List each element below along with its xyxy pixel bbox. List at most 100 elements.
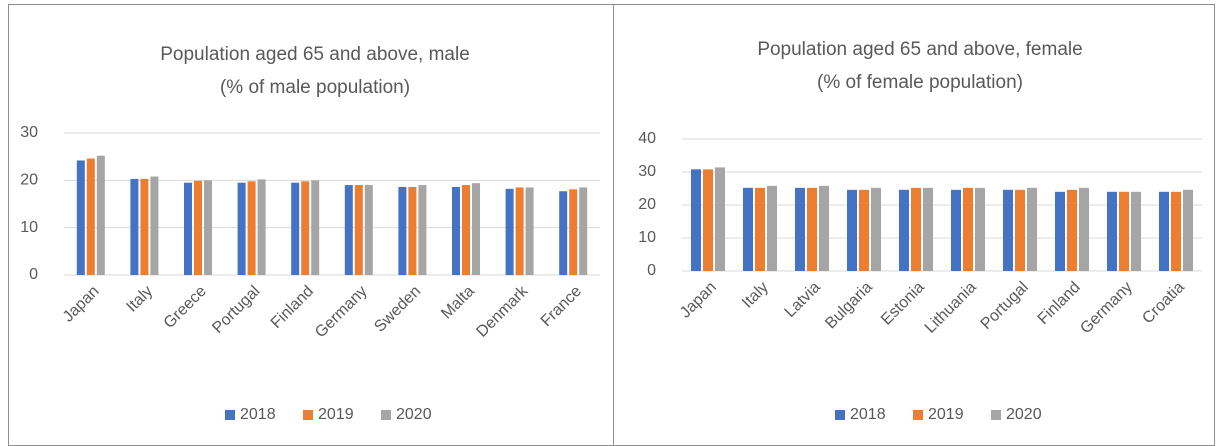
bar (472, 183, 480, 275)
bar (569, 189, 578, 275)
bar (1183, 189, 1193, 271)
x-tick-label: Japan (677, 279, 720, 322)
bar (1079, 187, 1089, 271)
x-tick-label: Denmark (473, 282, 532, 341)
x-tick-label: Japan (60, 283, 103, 326)
bar (1055, 191, 1065, 271)
x-tick-label: Malta (438, 283, 478, 323)
bar (795, 187, 805, 271)
bar (194, 180, 202, 275)
bar (755, 187, 765, 271)
bar (923, 187, 933, 271)
bar (743, 187, 753, 271)
bar (767, 185, 777, 271)
bar (344, 185, 353, 275)
x-tick-label: Germany (312, 283, 371, 342)
bar (354, 185, 363, 275)
bar (975, 187, 985, 271)
y-tick-label: 20 (20, 172, 38, 189)
y-tick-label: 10 (638, 229, 656, 246)
bar (911, 187, 921, 271)
bar (1131, 191, 1141, 271)
bar (559, 191, 568, 275)
bar (204, 180, 212, 275)
x-tick-label: Sweden (371, 283, 424, 336)
y-tick-label: 0 (29, 266, 38, 283)
y-tick-label: 30 (638, 163, 656, 180)
bar (847, 189, 857, 271)
x-tick-label: Italy (739, 279, 772, 312)
y-tick-label: 10 (20, 219, 38, 236)
chart-title: Population aged 65 and above, female (757, 39, 1082, 60)
legend-label: 2018 (850, 406, 886, 423)
bar (715, 167, 725, 271)
bar (1067, 189, 1077, 271)
bar (96, 155, 105, 275)
chart-subtitle: (% of male population) (220, 77, 410, 98)
x-tick-label: Estonia (878, 279, 928, 329)
bar (76, 160, 85, 275)
x-tick-label: Italy (123, 283, 156, 316)
bar (951, 189, 961, 271)
bar (247, 181, 256, 275)
bar (871, 187, 881, 271)
legend-swatch (835, 410, 845, 420)
bar (237, 182, 246, 275)
legend-label: 2020 (396, 406, 432, 423)
legend-swatch (991, 410, 1001, 420)
x-tick-label: Finland (268, 283, 317, 332)
bar (703, 169, 713, 271)
bar (1015, 189, 1025, 271)
x-tick-label: Croatia (1139, 279, 1188, 328)
chart-subtitle: (% of female population) (817, 72, 1023, 93)
bar (184, 182, 192, 275)
x-tick-label: Portugal (978, 279, 1032, 333)
legend-label: 2018 (240, 406, 276, 423)
legend-swatch (225, 410, 235, 420)
bar (364, 185, 373, 275)
bar (1171, 191, 1181, 271)
bar (86, 158, 95, 275)
bar (130, 178, 139, 275)
bar (1003, 189, 1013, 271)
legend-label: 2019 (928, 406, 964, 423)
y-tick-label: 40 (638, 130, 656, 147)
bar (899, 189, 909, 271)
bar (291, 182, 300, 275)
x-tick-label: Finland (1035, 279, 1084, 328)
y-tick-label: 0 (647, 262, 656, 279)
bar (311, 180, 320, 275)
bar (579, 187, 588, 275)
bar (525, 187, 534, 275)
x-tick-label: Germany (1077, 279, 1136, 338)
legend-swatch (303, 410, 313, 420)
bar (859, 189, 869, 271)
bar (1027, 187, 1037, 271)
bar (150, 176, 159, 275)
legend-label: 2019 (318, 406, 354, 423)
bar (807, 187, 817, 271)
bar (819, 185, 829, 271)
x-tick-label: Latvia (782, 279, 824, 321)
y-tick-label: 20 (638, 196, 656, 213)
x-tick-label: Greece (161, 283, 210, 332)
bar (515, 187, 524, 275)
bar (301, 181, 310, 275)
chart-title: Population aged 65 and above, male (160, 44, 470, 65)
bar (418, 185, 427, 275)
bar (452, 186, 460, 275)
bar (691, 169, 701, 271)
y-tick-label: 30 (20, 124, 38, 141)
x-tick-label: France (538, 283, 585, 330)
bar (398, 186, 407, 275)
legend-swatch (381, 410, 391, 420)
x-tick-label: Lithuania (922, 279, 980, 337)
x-tick-label: Portugal (209, 283, 263, 337)
bar (1119, 191, 1129, 271)
bar (462, 185, 470, 275)
x-tick-label: Bulgaria (822, 279, 876, 333)
legend-label: 2020 (1006, 406, 1042, 423)
bar (1159, 191, 1169, 271)
bar (257, 179, 266, 275)
